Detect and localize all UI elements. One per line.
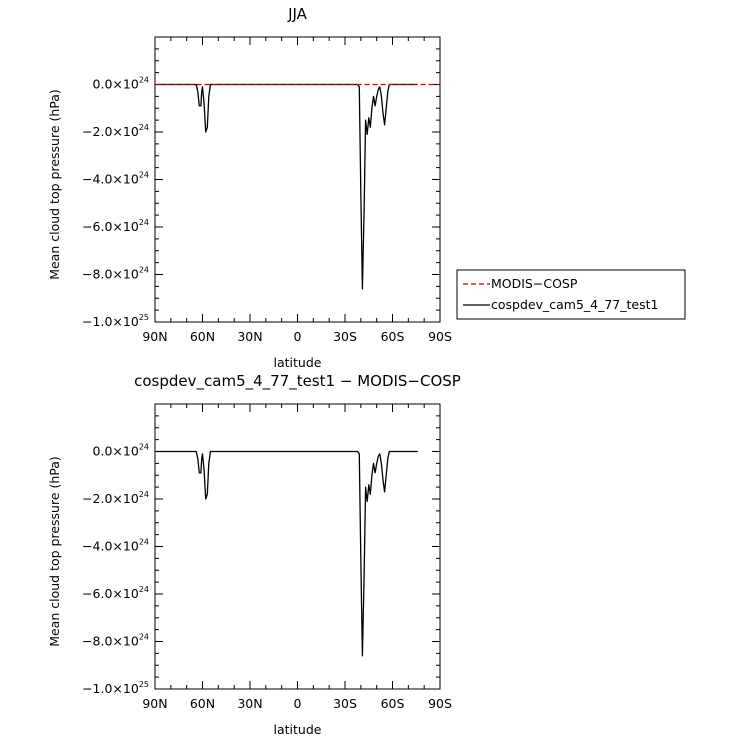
y-tick-label: −8.0×1024 — [82, 266, 149, 282]
y-tick-label: −4.0×1024 — [82, 171, 149, 187]
x-tick-label: 0 — [294, 696, 302, 711]
y-tick-label: −4.0×1024 — [82, 538, 149, 554]
legend-box — [456, 269, 686, 320]
series-line-model — [156, 450, 418, 657]
y-tick-label: −8.0×1024 — [82, 633, 149, 649]
y-tick-label: −6.0×1024 — [82, 585, 149, 601]
chart-title: JJA — [287, 5, 308, 23]
chart-title: cospdev_cam5_4_77_test1 − MODIS−COSP — [134, 372, 461, 391]
x-tick-label: 60S — [381, 696, 405, 711]
y-tick-label: 0.0×1024 — [93, 443, 149, 459]
panel-top: JJA 90N 60N 30N 0 30S 60S 90S 0.0×1024 −2.0×1024 −… — [47, 5, 452, 370]
x-tick-label: 30N — [237, 329, 262, 344]
y-tick-label: −6.0×1024 — [82, 218, 149, 234]
x-axis-label: latitude — [274, 355, 322, 370]
y-tick-label: −1.0×1025 — [82, 680, 149, 696]
y-tick-label: 0.0×1024 — [93, 76, 149, 92]
x-tick-label: 60N — [190, 329, 215, 344]
x-tick-label: 60N — [190, 696, 215, 711]
y-tick-label: −2.0×1024 — [82, 123, 149, 139]
legend-label: cospdev_cam5_4_77_test1 — [491, 297, 658, 312]
legend: MODIS−COSP cospdev_cam5_4_77_test1 — [456, 269, 686, 320]
x-tick-label: 90N — [142, 696, 167, 711]
plot-frame — [154, 403, 441, 690]
y-axis-label: Mean cloud top pressure (hPa) — [47, 456, 62, 647]
x-tick-label: 60S — [381, 329, 405, 344]
x-axis-label: latitude — [274, 722, 322, 737]
y-tick-label: −1.0×1025 — [82, 313, 149, 329]
plot-frame — [154, 36, 441, 323]
x-tick-label: 90S — [428, 329, 452, 344]
x-tick-label: 30N — [237, 696, 262, 711]
legend-label: MODIS−COSP — [491, 276, 578, 291]
x-tick-label: 90N — [142, 329, 167, 344]
x-tick-label: 0 — [294, 329, 302, 344]
x-tick-label: 30S — [333, 696, 357, 711]
panel-bottom: cospdev_cam5_4_77_test1 − MODIS−COSP 90N 6… — [47, 372, 461, 737]
x-tick-label: 90S — [428, 696, 452, 711]
y-tick-label: −2.0×1024 — [82, 490, 149, 506]
series-line-model — [156, 83, 418, 290]
y-axis-label: Mean cloud top pressure (hPa) — [47, 89, 62, 280]
x-tick-label: 30S — [333, 329, 357, 344]
